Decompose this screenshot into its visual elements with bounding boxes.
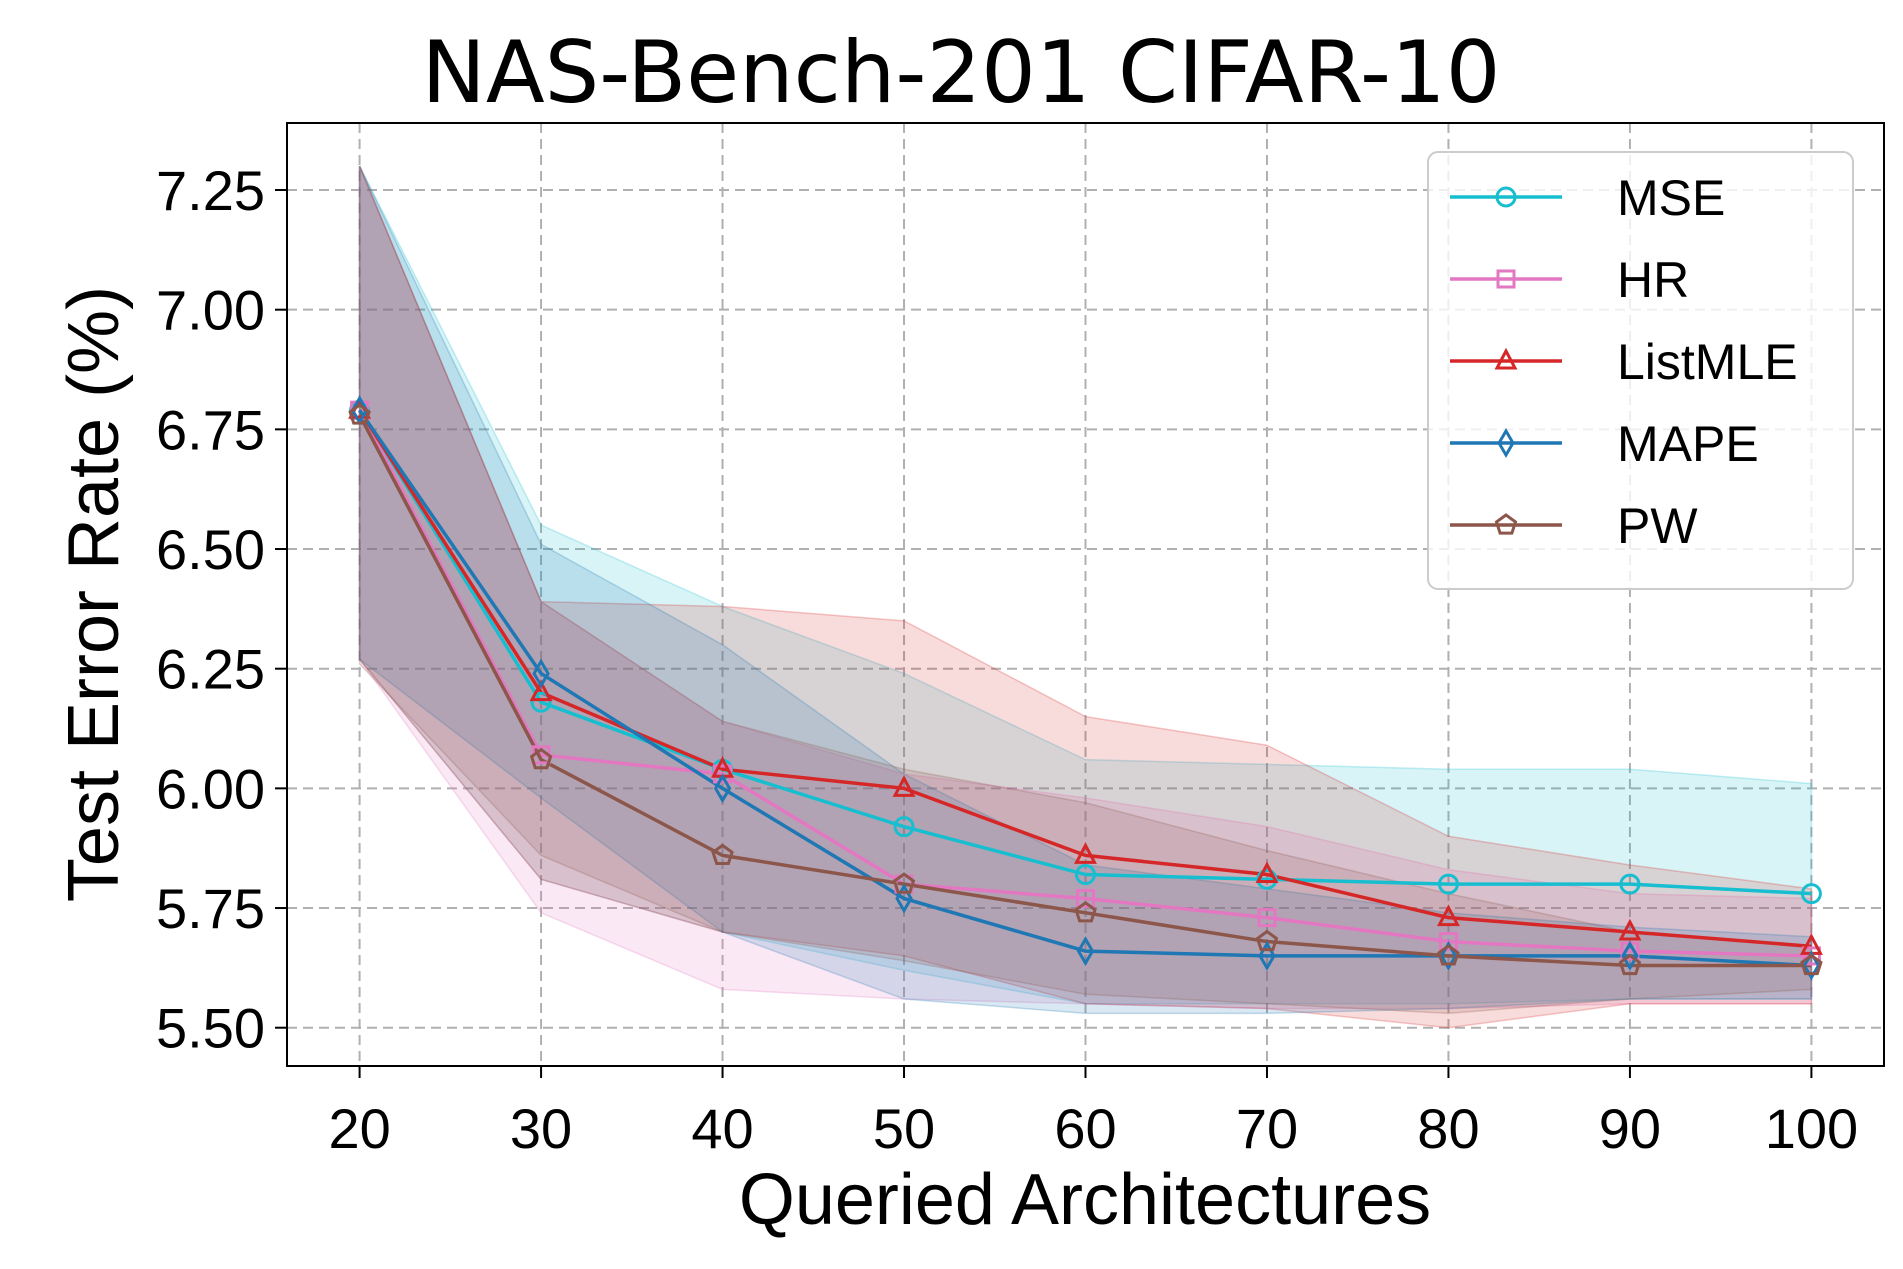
x-axis-title: Queried Architectures [739, 1160, 1431, 1240]
pw-point [1437, 944, 1460, 966]
pw-point [711, 843, 734, 865]
legend-pw-label: PW [1617, 498, 1698, 554]
y-tick-label: 6.50 [156, 518, 265, 581]
legend-mape-label: MAPE [1617, 416, 1759, 472]
hr-line [358, 409, 1812, 958]
pw-line [358, 414, 1812, 968]
mape-point [1439, 940, 1458, 971]
legend-mse-marker [1495, 186, 1517, 208]
mape-point [532, 658, 550, 689]
x-tick-label: 40 [691, 1097, 753, 1160]
x-tick-label: 60 [1054, 1097, 1116, 1160]
y-tick-label: 5.50 [156, 997, 265, 1060]
mse-point [530, 691, 552, 713]
mape-point [1802, 950, 1821, 981]
hr-point [1801, 946, 1821, 966]
legend-listmle-marker [1494, 347, 1518, 370]
legend-frame [1427, 151, 1854, 590]
x-tick-label: 30 [510, 1097, 572, 1160]
listmle-point [1618, 918, 1642, 941]
mape-point [895, 883, 913, 914]
x-tick-label: 100 [1765, 1097, 1858, 1160]
pw-point [1255, 929, 1279, 952]
mse-point [1075, 864, 1096, 886]
listmle-point [1255, 861, 1279, 884]
legend-hr-label: HR [1617, 252, 1689, 308]
x-axis-ticks: 20 30 40 50 60 70 80 90 100 [328, 1066, 1858, 1160]
x-tick-label: 80 [1417, 1097, 1479, 1160]
y-axis-ticks: 5.50 5.75 6.00 6.25 6.50 6.75 7.00 7.25 [156, 159, 287, 1060]
legend-listmle-label: ListMLE [1617, 334, 1798, 390]
mape-line [358, 409, 1812, 968]
listmle-band [358, 165, 1813, 1029]
y-tick-label: 6.00 [156, 757, 265, 820]
series-lines [358, 409, 1812, 968]
x-tick-label: 50 [873, 1097, 935, 1160]
pw-point [1074, 900, 1097, 923]
listmle-point [1436, 904, 1460, 927]
legend-pw-marker [1494, 513, 1518, 535]
pw-point [1800, 953, 1823, 976]
listmle-point [1074, 842, 1097, 864]
legend-hr-marker [1496, 269, 1516, 289]
hr-point [1257, 908, 1277, 928]
mape-point [1076, 936, 1095, 967]
legend-mape-marker [1497, 428, 1515, 458]
x-tick-label: 20 [328, 1097, 390, 1160]
mse-band [358, 165, 1813, 1005]
listmle-point [892, 775, 916, 797]
mape-point [1258, 940, 1276, 971]
hr-point [1438, 932, 1458, 952]
mse-point [1437, 873, 1459, 895]
chart-title: NAS-Bench-201 CIFAR-10 [422, 23, 1501, 123]
y-axis-title: Test Error Rate (%) [54, 286, 134, 902]
pw-point [892, 872, 916, 894]
listmle-line [358, 409, 1812, 949]
hr-point [1076, 888, 1095, 908]
listmle-point [529, 679, 553, 702]
mse-line [358, 409, 1812, 896]
y-tick-label: 7.00 [156, 279, 265, 342]
pw-point [529, 747, 553, 770]
mse-point [893, 816, 915, 838]
y-tick-label: 7.25 [156, 159, 265, 222]
y-tick-label: 5.75 [156, 877, 265, 940]
x-tick-label: 70 [1236, 1097, 1298, 1160]
legend-mse-label: MSE [1617, 170, 1725, 226]
mse-point [1800, 883, 1822, 905]
pw-point [1618, 953, 1642, 976]
x-tick-label: 90 [1599, 1097, 1661, 1160]
mape-point [713, 773, 732, 804]
legend: MSE HR ListMLE MAPE PW [1427, 151, 1854, 590]
pw-point [348, 403, 371, 425]
mape-point [1621, 940, 1639, 971]
mse-point [1619, 873, 1641, 895]
y-tick-label: 6.25 [156, 638, 265, 701]
series-markers [348, 395, 1823, 981]
y-tick-label: 6.75 [156, 398, 265, 461]
